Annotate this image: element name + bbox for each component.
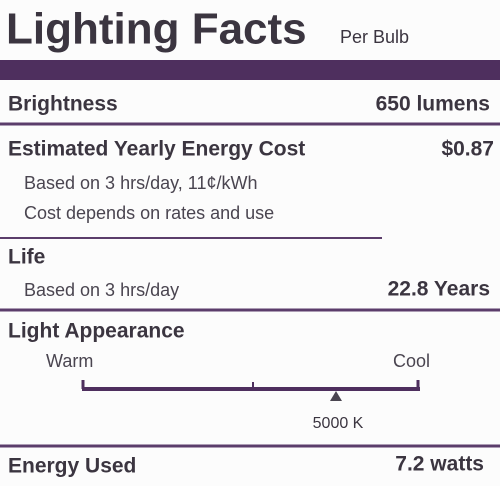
scale-marker	[330, 391, 342, 401]
life-value: 22.8 Years	[388, 278, 490, 301]
title: Lighting Facts	[6, 5, 307, 54]
cost-value: $0.87	[441, 138, 494, 161]
title-bar	[0, 60, 500, 80]
life-note: Based on 3 hrs/day	[24, 280, 179, 300]
subtitle: Per Bulb	[340, 27, 409, 47]
energy-value: 7.2 watts	[395, 453, 484, 476]
brightness-label: Brightness	[8, 93, 118, 116]
warm-label: Warm	[46, 351, 93, 371]
energy-label: Energy Used	[8, 455, 136, 478]
cost-note: Based on 3 hrs/day, 11¢/kWh	[24, 173, 257, 193]
brightness-value: 650 lumens	[376, 93, 490, 116]
life-label: Life	[8, 246, 45, 269]
cost-note: Cost depends on rates and use	[24, 203, 274, 223]
cost-label: Estimated Yearly Energy Cost	[8, 138, 305, 161]
appearance-label: Light Appearance	[8, 320, 185, 343]
appearance-value: 5000 K	[313, 415, 364, 432]
cool-label: Cool	[393, 351, 430, 371]
